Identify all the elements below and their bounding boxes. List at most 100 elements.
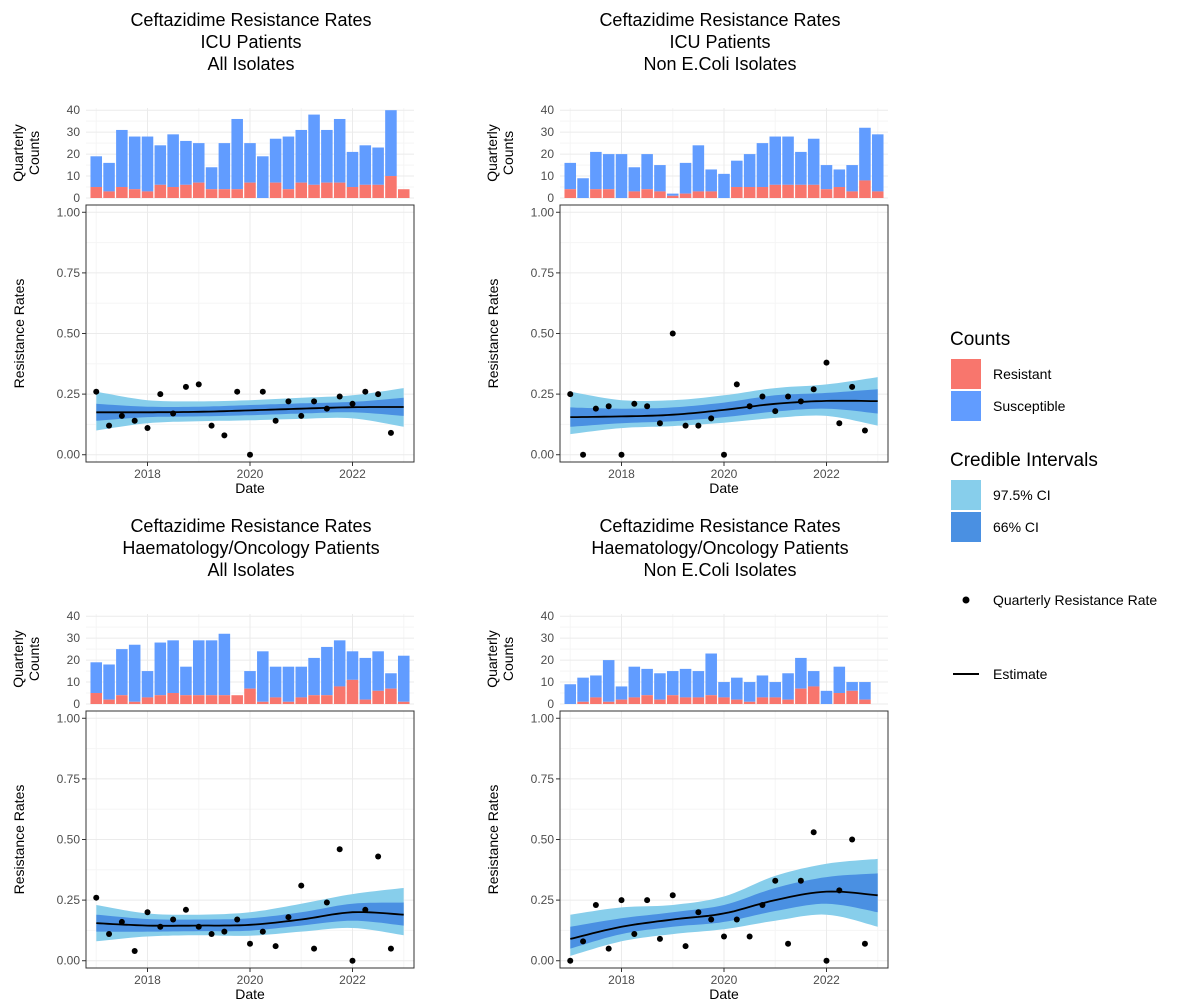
bar-resistant bbox=[90, 187, 103, 198]
bar-resistant bbox=[731, 187, 743, 198]
rate-y-tick-label: 0.00 bbox=[531, 448, 555, 462]
bar-resistant bbox=[692, 191, 705, 198]
panel-title-line-2: ICU Patients bbox=[200, 32, 301, 52]
quarterly-rate-point bbox=[259, 388, 266, 395]
quarterly-rate-point bbox=[349, 400, 356, 407]
panel-4: Ceftazidime Resistance RatesHaematology/… bbox=[484, 516, 889, 1002]
y-axis-label: Resistance Rates bbox=[485, 785, 501, 895]
bar-resistant bbox=[321, 695, 333, 704]
x-tick-label: 2022 bbox=[339, 467, 366, 481]
bar-susceptible bbox=[628, 167, 641, 192]
counts-bar-panel: 0 10 20 30 40 QuarterlyCounts bbox=[10, 609, 414, 711]
legend-counts-title: Counts bbox=[950, 329, 1010, 350]
bar-y-tick-label: 10 bbox=[67, 169, 81, 183]
bar-susceptible bbox=[602, 660, 615, 702]
resistance-rate-panel: 0.00 0.25 0.50 0.75 1.00 2018 2020 2022 Date Resi… bbox=[11, 204, 415, 496]
bar-resistant bbox=[654, 699, 666, 704]
bar-susceptible bbox=[602, 154, 615, 190]
bar-y-tick-label: 10 bbox=[67, 675, 81, 689]
bar-y-axis-label-line: Counts bbox=[500, 131, 516, 175]
quarterly-rate-point bbox=[605, 945, 612, 952]
legend-ci66-label: 66% CI bbox=[993, 519, 1039, 535]
quarterly-rate-point bbox=[656, 935, 663, 942]
bar-resistant bbox=[167, 693, 179, 704]
quarterly-rate-point bbox=[567, 957, 574, 964]
quarterly-rate-point bbox=[759, 901, 766, 908]
bar-susceptible bbox=[564, 162, 577, 190]
legend-ci66-swatch bbox=[951, 512, 981, 542]
bar-resistant bbox=[743, 701, 756, 704]
bar-susceptible bbox=[628, 666, 641, 698]
bar-resistant bbox=[782, 184, 794, 198]
bar-susceptible bbox=[654, 673, 666, 700]
bar-susceptible bbox=[385, 673, 397, 689]
ci-66-band bbox=[570, 873, 878, 949]
quarterly-rate-point bbox=[387, 429, 394, 436]
quarterly-rate-point bbox=[618, 451, 625, 458]
bar-susceptible bbox=[90, 662, 103, 694]
bar-susceptible bbox=[218, 633, 231, 696]
bar-resistant bbox=[192, 182, 205, 198]
bar-susceptible bbox=[128, 644, 141, 702]
bar-resistant bbox=[295, 182, 308, 198]
quarterly-rate-point bbox=[285, 914, 292, 921]
quarterly-rate-point bbox=[580, 938, 587, 945]
bar-susceptible bbox=[269, 138, 282, 183]
bar-susceptible bbox=[820, 165, 833, 190]
quarterly-rate-point bbox=[311, 398, 318, 405]
x-tick-label: 2020 bbox=[711, 973, 738, 987]
bar-susceptible bbox=[666, 193, 679, 196]
bar-resistant bbox=[628, 191, 641, 198]
quarterly-rate-point bbox=[669, 330, 676, 337]
quarterly-rate-point bbox=[836, 420, 843, 427]
x-tick-label: 2018 bbox=[134, 467, 161, 481]
x-tick-label: 2018 bbox=[608, 973, 635, 987]
bar-susceptible bbox=[372, 147, 384, 185]
quarterly-rate-point bbox=[797, 877, 804, 884]
bar-y-axis-label: QuarterlyCounts bbox=[10, 630, 42, 688]
bar-susceptible bbox=[666, 671, 679, 696]
legend-susceptible-label: Susceptible bbox=[993, 398, 1066, 414]
bar-susceptible bbox=[564, 684, 577, 704]
bar-susceptible bbox=[807, 138, 820, 185]
quarterly-rate-point bbox=[221, 432, 228, 439]
counts-bar-panel: 0 10 20 30 40 QuarterlyCounts bbox=[10, 103, 414, 205]
bar-y-axis-label: QuarterlyCounts bbox=[484, 630, 516, 688]
bar-y-tick-label: 10 bbox=[541, 169, 555, 183]
x-tick-label: 2022 bbox=[813, 467, 840, 481]
quarterly-rate-point bbox=[810, 386, 817, 393]
bar-y-tick-label: 30 bbox=[541, 125, 555, 139]
bar-resistant bbox=[90, 693, 103, 704]
bar-y-tick-label: 40 bbox=[541, 609, 555, 623]
bar-susceptible bbox=[346, 651, 359, 680]
quarterly-rate-point bbox=[131, 417, 138, 424]
bar-susceptible bbox=[654, 165, 666, 192]
x-tick-label: 2022 bbox=[813, 973, 840, 987]
x-axis-label: Date bbox=[235, 480, 265, 496]
counts-bar-panel: 0 10 20 30 40 QuarterlyCounts bbox=[484, 103, 888, 205]
bar-susceptible bbox=[577, 677, 589, 702]
quarterly-rate-point bbox=[195, 923, 202, 930]
bar-y-axis-label-line: Counts bbox=[26, 131, 42, 175]
bar-susceptible bbox=[692, 145, 705, 192]
bar-susceptible bbox=[743, 682, 756, 702]
quarterly-rate-point bbox=[785, 940, 792, 947]
bar-susceptible bbox=[321, 646, 333, 696]
bar-susceptible bbox=[321, 129, 333, 183]
bar-resistant bbox=[756, 187, 769, 198]
bar-resistant bbox=[795, 688, 807, 704]
rate-y-tick-label: 0.00 bbox=[57, 448, 81, 462]
legend-estimate-label: Estimate bbox=[993, 666, 1048, 682]
bar-resistant bbox=[641, 695, 653, 704]
x-tick-label: 2018 bbox=[608, 467, 635, 481]
rate-y-tick-label: 0.75 bbox=[57, 772, 81, 786]
bar-resistant bbox=[269, 182, 282, 198]
estimate-line bbox=[96, 406, 404, 414]
rate-y-tick-label: 0.75 bbox=[57, 266, 81, 280]
rate-y-tick-label: 0.00 bbox=[531, 954, 555, 968]
quarterly-rate-point bbox=[695, 909, 702, 916]
bar-resistant bbox=[385, 176, 397, 198]
quarterly-rate-point bbox=[375, 853, 382, 860]
bar-resistant bbox=[282, 189, 295, 198]
bar-resistant bbox=[769, 697, 782, 704]
